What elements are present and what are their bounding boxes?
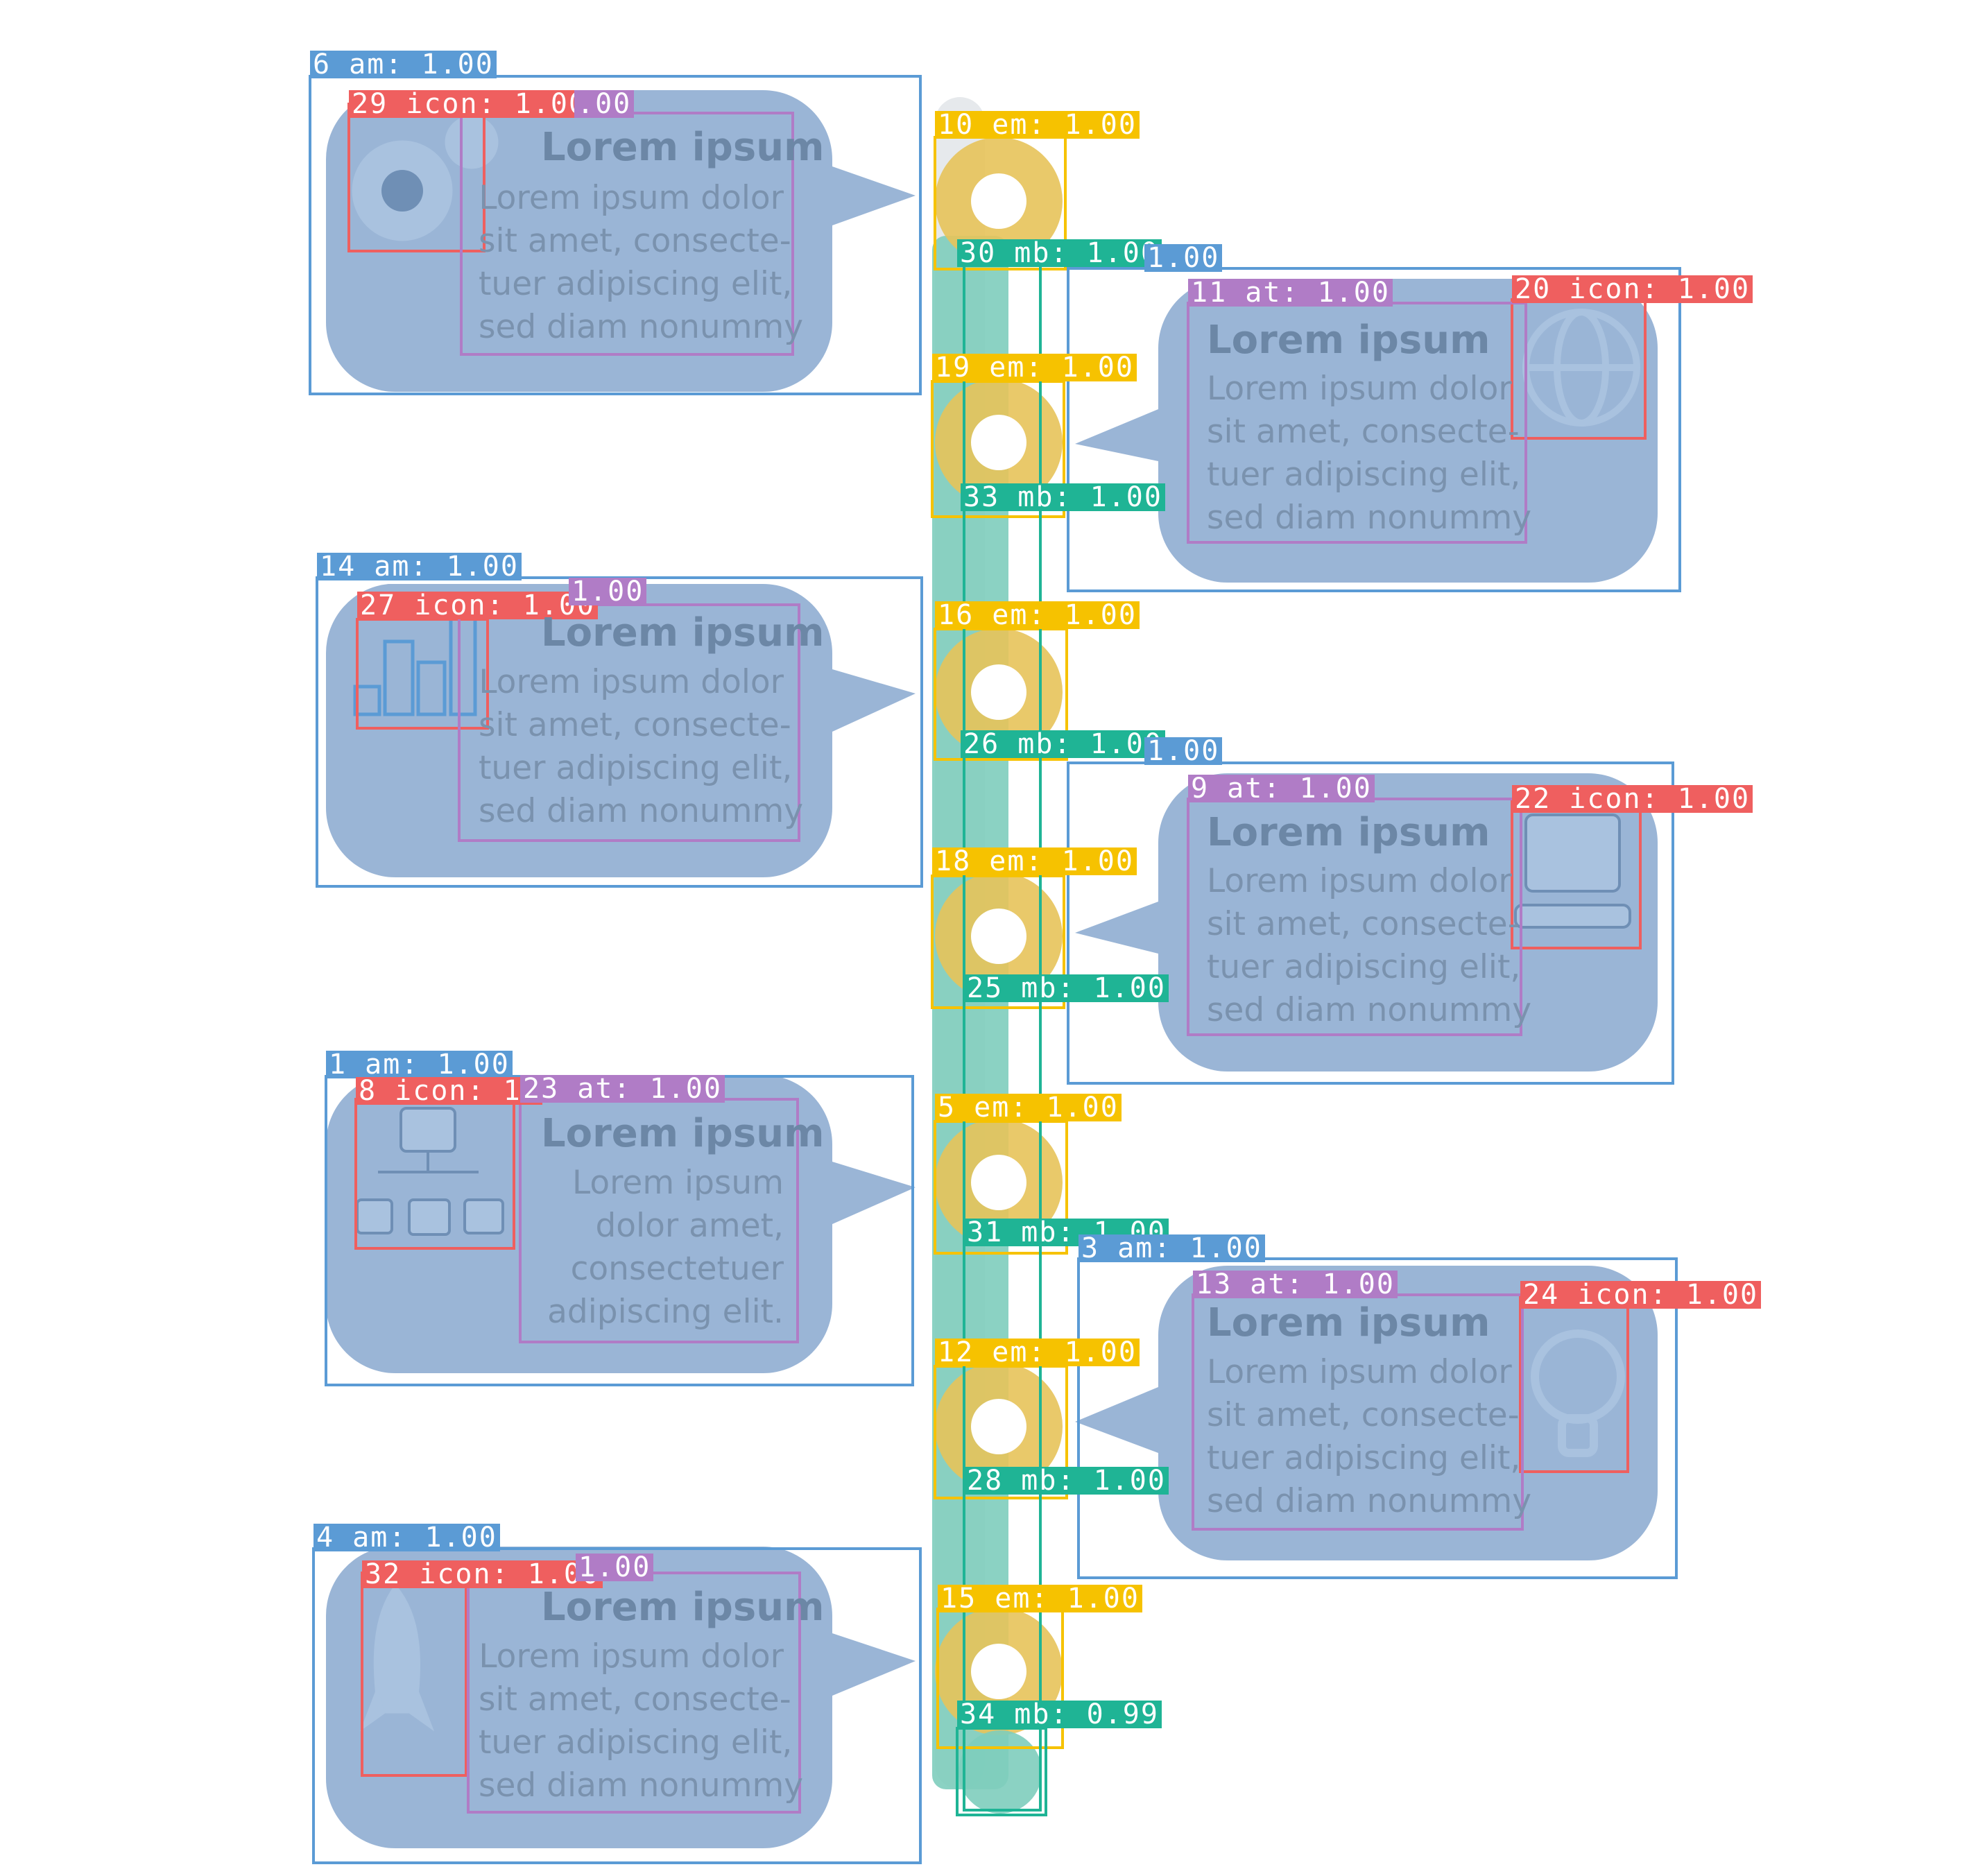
label-icon-27: 27 icon: 1.00: [357, 592, 599, 619]
label-em-12: 12 em: 1.00: [935, 1339, 1140, 1366]
card-7-line: sit amet, consecte-: [479, 1680, 791, 1719]
card-3-line: sit amet, consecte-: [479, 706, 791, 744]
org-chart-icon: [356, 1107, 504, 1236]
label-am-30b: 1.00: [1144, 244, 1223, 272]
label-mb-25: 25 mb: 1.00: [964, 974, 1169, 1002]
label-icon-20: 20 icon: 1.00: [1512, 275, 1753, 303]
label-icon-29: 29 icon: 1.00: [349, 90, 590, 118]
card-7-title: Lorem ipsum: [541, 1585, 825, 1630]
label-at-27b: 1.00: [569, 578, 647, 605]
ring-5: [935, 1119, 1063, 1246]
card-2-line: sed diam nonummy: [1207, 499, 1532, 537]
card-2-line: sit amet, consecte-: [1207, 413, 1520, 451]
lightbulb-icon: [1531, 1329, 1625, 1457]
label-at-11: 11 at: 1.00: [1188, 279, 1393, 307]
label-am-1: 1 am: 1.00: [326, 1051, 513, 1078]
ring-2: [935, 379, 1063, 506]
card-6-line: tuer adipiscing elit,: [1207, 1439, 1521, 1477]
laptop-icon: [1514, 814, 1631, 929]
card-2-line: tuer adipiscing elit,: [1207, 456, 1521, 494]
card-5-line: adipiscing elit.: [547, 1293, 784, 1331]
label-at-29b: .00: [574, 90, 635, 118]
card-4-line: sit amet, consecte-: [1207, 905, 1520, 943]
label-am-14: 14 am: 1.00: [317, 553, 522, 580]
card-3-body: Lorem ipsum dolor sit amet, consecte- tu…: [479, 661, 804, 833]
card-6-body: Lorem ipsum dolor sit amet, consecte- tu…: [1207, 1351, 1531, 1523]
rocket-icon: [359, 1584, 435, 1732]
card-3-line: sed diam nonummy: [479, 792, 804, 830]
label-mb-26: 26 mb: 1.00: [961, 730, 1165, 758]
label-em-18: 18 em: 1.00: [932, 847, 1137, 875]
label-icon-22: 22 icon: 1.00: [1512, 785, 1753, 813]
label-em-16: 16 em: 1.00: [935, 601, 1140, 629]
label-em-19: 19 em: 1.00: [932, 354, 1137, 381]
card-4-body: Lorem ipsum dolor sit amet, consecte- tu…: [1207, 860, 1531, 1032]
label-am-3: 3 am: 1.00: [1079, 1234, 1265, 1262]
ring-3: [935, 628, 1063, 756]
card-1-title: Lorem ipsum: [541, 125, 825, 170]
card-6-title: Lorem ipsum: [1207, 1300, 1490, 1345]
ring-1: [935, 137, 1063, 265]
label-icon-8: 8 icon: 1.: [356, 1077, 542, 1105]
ring-4: [935, 872, 1063, 1000]
card-6-line: Lorem ipsum dolor: [1207, 1353, 1512, 1391]
label-icon-32: 32 icon: 1.00: [362, 1560, 603, 1588]
stem-end: [959, 1730, 1042, 1814]
card-5-body: Lorem ipsum dolor amet, consectetuer adi…: [527, 1162, 784, 1334]
card-3-line: Lorem ipsum dolor: [479, 663, 784, 701]
label-mb-34: 34 mb: 0.99: [957, 1701, 1162, 1728]
label-em-10: 10 em: 1.00: [935, 111, 1140, 139]
card-3-title: Lorem ipsum: [541, 610, 825, 655]
label-icon-24: 24 icon: 1.00: [1520, 1281, 1762, 1309]
label-am-6: 6 am: 1.00: [310, 51, 497, 78]
card-1-line: tuer adipiscing elit,: [479, 265, 793, 303]
timeline-rings: [935, 137, 1063, 1814]
card-2-body: Lorem ipsum dolor sit amet, consecte- tu…: [1207, 368, 1531, 540]
card-4-line: Lorem ipsum dolor: [1207, 862, 1512, 900]
card-3-line: tuer adipiscing elit,: [479, 749, 793, 787]
label-mb-28: 28 mb: 1.00: [964, 1467, 1169, 1495]
card-5-line: consectetuer: [570, 1250, 784, 1288]
card-7-line: Lorem ipsum dolor: [479, 1637, 784, 1676]
card-2-title: Lorem ipsum: [1207, 318, 1490, 363]
label-em-5: 5 em: 1.00: [935, 1094, 1122, 1121]
ring-6: [935, 1363, 1063, 1490]
card-1-line: sed diam nonummy: [479, 308, 804, 346]
card-4-line: sed diam nonummy: [1207, 991, 1532, 1029]
callout-bubbles: [325, 90, 1658, 1848]
label-at-32b: 1.00: [576, 1554, 654, 1581]
card-5-line: Lorem ipsum: [572, 1164, 784, 1202]
card-6-line: sit amet, consecte-: [1207, 1396, 1520, 1434]
card-7-line: sed diam nonummy: [479, 1766, 804, 1805]
label-at-9: 9 at: 1.00: [1188, 775, 1375, 802]
card-7-body: Lorem ipsum dolor sit amet, consecte- tu…: [479, 1635, 804, 1807]
label-mb-33: 33 mb: 1.00: [961, 483, 1165, 511]
icons: [352, 115, 1640, 1732]
card-6-line: sed diam nonummy: [1207, 1482, 1532, 1520]
label-mb-30: 30 mb: 1.00: [957, 239, 1162, 267]
label-at-23: 23 at: 1.00: [520, 1075, 725, 1103]
card-4-title: Lorem ipsum: [1207, 810, 1490, 855]
card-1-body: Lorem ipsum dolor sit amet, consecte- tu…: [479, 177, 804, 349]
label-am-4: 4 am: 1.00: [313, 1524, 500, 1551]
label-em-15: 15 em: 1.00: [938, 1585, 1142, 1612]
label-at-13: 13 at: 1.00: [1193, 1271, 1398, 1298]
card-7-line: tuer adipiscing elit,: [479, 1723, 793, 1762]
card-5-title: Lorem ipsum: [541, 1111, 825, 1156]
card-1-line: sit amet, consecte-: [479, 222, 791, 260]
card-2-line: Lorem ipsum dolor: [1207, 370, 1512, 408]
card-4-line: tuer adipiscing elit,: [1207, 948, 1521, 986]
card-5-line: dolor amet,: [595, 1207, 784, 1245]
label-am-26b: 1.00: [1144, 737, 1223, 765]
card-1-line: Lorem ipsum dolor: [479, 179, 784, 217]
